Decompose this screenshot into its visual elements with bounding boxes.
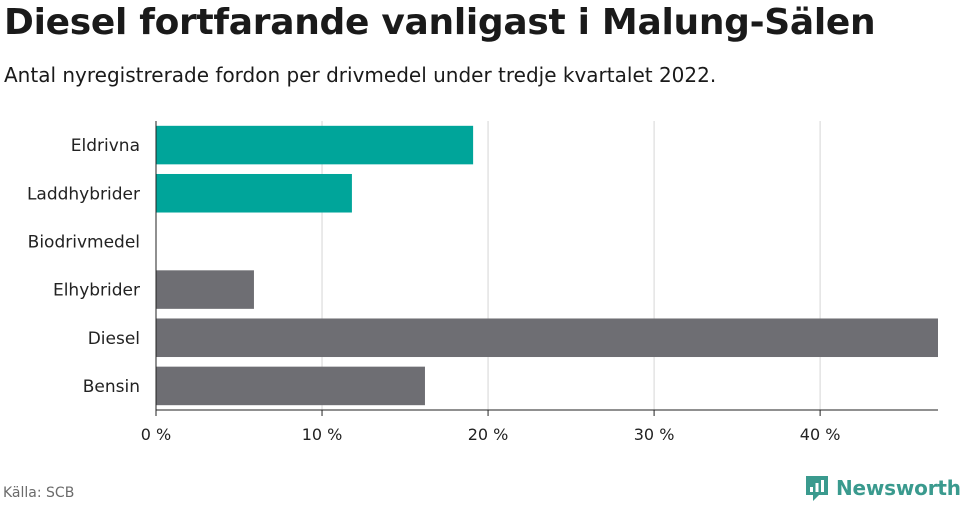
- x-tick-label-4: 40 %: [800, 425, 841, 444]
- bar-chart-logo-icon: [806, 476, 828, 501]
- bar-4: [156, 318, 938, 358]
- chart-title: Diesel fortfarande vanligast i Malung-Sä…: [4, 2, 876, 43]
- bar-5: [156, 366, 425, 406]
- x-tick-label-1: 10 %: [302, 425, 343, 444]
- bar-0: [156, 125, 474, 165]
- category-label-3: Elhybrider: [53, 281, 140, 301]
- brand-name: Newsworthy: [836, 476, 960, 500]
- brand-logo: Newsworthy: [804, 474, 960, 502]
- category-label-2: Biodrivmedel: [28, 232, 140, 252]
- source-note: Källa: SCB: [3, 485, 75, 501]
- category-label-4: Diesel: [88, 329, 140, 349]
- x-tick-label-3: 30 %: [634, 425, 675, 444]
- x-tick-label-0: 0 %: [141, 425, 171, 444]
- bar-1: [156, 173, 352, 213]
- category-label-5: Bensin: [83, 377, 140, 397]
- category-label-1: Laddhybrider: [27, 184, 140, 204]
- bar-3: [156, 270, 254, 309]
- chart-subtitle: Antal nyregistrerade fordon per drivmede…: [4, 63, 717, 87]
- x-tick-label-2: 20 %: [468, 425, 509, 444]
- category-label-0: Eldrivna: [71, 136, 140, 156]
